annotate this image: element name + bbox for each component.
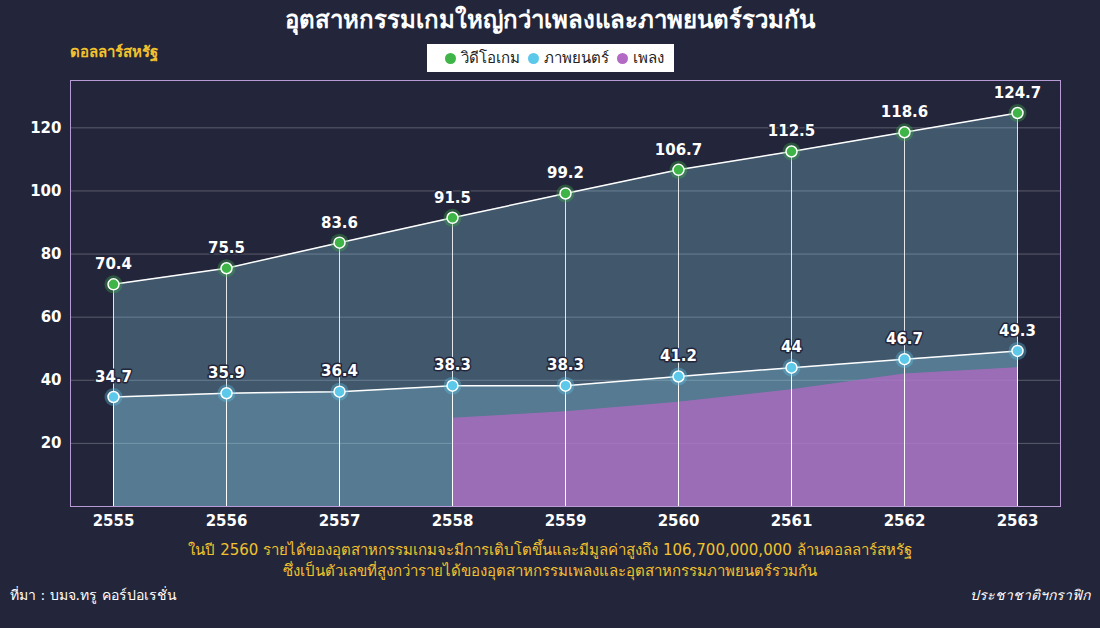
html-text:เพลง: เพลง <box>632 49 664 67</box>
svg-text:100: 100 <box>30 182 61 200</box>
html-text:อุตสาหกรรมเกมใหญ่กว่าเพลงและภา: อุตสาหกรรมเกมใหญ่กว่าเพลงและภาพยนตร์รวมก… <box>285 6 815 34</box>
svg-text:36.4: 36.4 <box>321 362 358 380</box>
svg-text:60: 60 <box>41 308 62 326</box>
svg-text:2555: 2555 <box>93 512 135 530</box>
svg-text:70.4: 70.4 <box>95 255 132 273</box>
svg-text:2563: 2563 <box>997 512 1039 530</box>
html-text:วิดีโอเกม: วิดีโอเกม <box>460 49 520 67</box>
svg-text:106.7: 106.7 <box>655 141 702 159</box>
html-text:ดอลลาร์สหรัฐ: ดอลลาร์สหรัฐ <box>70 43 158 61</box>
svg-text:75.5: 75.5 <box>208 239 245 257</box>
svg-text:2561: 2561 <box>771 512 813 530</box>
svg-text:44: 44 <box>781 338 802 356</box>
svg-text:120: 120 <box>30 119 61 137</box>
svg-text:2558: 2558 <box>432 512 474 530</box>
html-text:ที่มา : บมจ.ทรู คอร์ปอเรชั่น: ที่มา : บมจ.ทรู คอร์ปอเรชั่น <box>10 587 177 603</box>
svg-text:80: 80 <box>41 245 62 263</box>
svg-text:40: 40 <box>41 371 62 389</box>
svg-text:91.5: 91.5 <box>434 189 471 207</box>
html-text:ซึ่งเป็นตัวเลขที่สูงกว่ารายได้: ซึ่งเป็นตัวเลขที่สูงกว่ารายได้ของอุตสาหก… <box>283 562 817 580</box>
svg-text:118.6: 118.6 <box>881 103 928 121</box>
svg-text:2557: 2557 <box>319 512 361 530</box>
svg-text:34.7: 34.7 <box>95 368 132 386</box>
html-text:ในปี 2560 รายได้ของอุตสาหกรรมเ: ในปี 2560 รายได้ของอุตสาหกรรมเกมจะมีการเ… <box>188 541 912 559</box>
svg-text:124.7: 124.7 <box>994 84 1041 102</box>
svg-text:38.3: 38.3 <box>547 356 584 374</box>
svg-text:2556: 2556 <box>206 512 248 530</box>
svg-text:20: 20 <box>41 434 62 452</box>
svg-text:46.7: 46.7 <box>886 330 923 348</box>
svg-text:83.6: 83.6 <box>321 213 358 231</box>
svg-text:49.3: 49.3 <box>999 322 1036 340</box>
html-text:ประชาชาติฯกราฟิก: ประชาชาติฯกราฟิก <box>970 587 1090 603</box>
svg-text:41.2: 41.2 <box>660 347 697 365</box>
svg-text:112.5: 112.5 <box>768 122 815 140</box>
svg-text:2560: 2560 <box>658 512 700 530</box>
svg-text:2559: 2559 <box>545 512 587 530</box>
svg-text:35.9: 35.9 <box>208 364 245 382</box>
svg-text:38.3: 38.3 <box>434 356 471 374</box>
svg-text:99.2: 99.2 <box>547 164 584 182</box>
html-text:ภาพยนตร์: ภาพยนตร์ <box>543 49 609 67</box>
svg-text:2562: 2562 <box>884 512 926 530</box>
